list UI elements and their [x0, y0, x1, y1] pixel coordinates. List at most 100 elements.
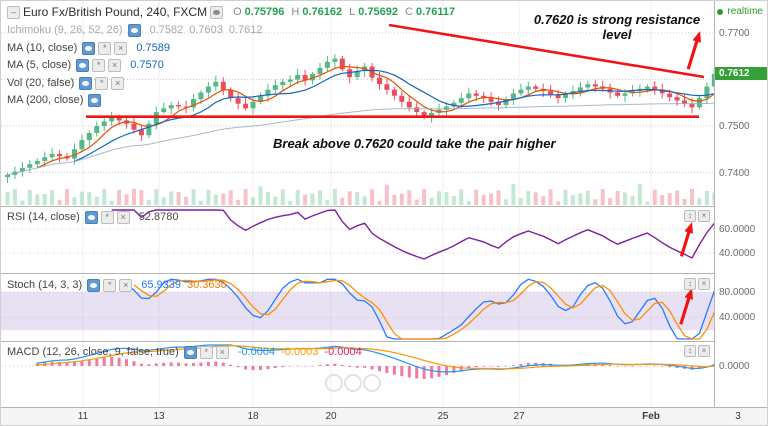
indicator-value: 0.7603 — [189, 24, 223, 36]
move-pane-icon[interactable]: ↕ — [684, 345, 696, 357]
eye-icon[interactable] — [87, 278, 101, 292]
gear-icon[interactable]: * — [92, 58, 106, 72]
time-axis[interactable]: 11 13 18 20 25 27 Feb 3 — [1, 407, 767, 425]
indicator-legend-row: MA (5, close) * × 0.7570 — [7, 58, 164, 72]
close-icon[interactable]: × — [114, 41, 128, 55]
macd-label[interactable]: MACD (12, 26, close, 9, false, true) — [7, 346, 179, 358]
symbol-title-row: – Euro Fx/British Pound, 240, FXCM O 0.75… — [7, 5, 455, 19]
eye-glyph — [85, 45, 93, 51]
macd-axis-label: 0.0000 — [719, 361, 750, 372]
last-price-label: 0.7612 — [715, 66, 767, 80]
indicator-legend-row: MA (200, close) — [7, 93, 104, 107]
close-icon[interactable]: × — [116, 210, 130, 224]
annotation-resistance-note[interactable]: 0.7620 is strong resistance level — [533, 12, 701, 43]
close-icon[interactable]: × — [111, 76, 125, 90]
indicator-label[interactable]: Ichimoku (9, 26, 52, 26) — [7, 24, 123, 36]
eye-icon[interactable] — [210, 5, 224, 19]
indicator-label[interactable]: MA (200, close) — [7, 94, 84, 106]
indicator-values: 0.7589 — [130, 42, 170, 54]
ohlc-label: H — [291, 6, 300, 18]
up-arrow[interactable] — [679, 297, 691, 325]
time-axis-label: Feb — [642, 411, 660, 422]
eye-icon[interactable] — [82, 41, 96, 55]
resistance-trendline[interactable] — [388, 23, 705, 79]
rsi-pane-buttons: ↕ × — [684, 210, 710, 222]
rsi-axis-label: 60.0000 — [719, 224, 756, 235]
eye-icon[interactable] — [84, 210, 98, 224]
ohlc-values: O 0.75796 H 0.76162 L 0.75692 C 0.76117 — [226, 6, 455, 18]
stoch-d-line — [133, 279, 715, 340]
stoch-axis-label: 40.0000 — [719, 312, 756, 324]
indicator-label[interactable]: Vol (20, false) — [7, 77, 75, 89]
stoch-axis-label: 80.0000 — [719, 287, 756, 298]
move-pane-icon[interactable]: ↕ — [684, 278, 696, 290]
eye-glyph — [82, 80, 90, 86]
indicator-label[interactable]: MA (10, close) — [7, 42, 78, 54]
indicator-label[interactable]: MA (5, close) — [7, 59, 72, 71]
up-arrow-head[interactable] — [684, 288, 694, 300]
up-arrow[interactable] — [686, 40, 699, 70]
up-arrow[interactable] — [679, 231, 691, 257]
close-pane-icon[interactable]: × — [698, 345, 710, 357]
collapse-chart-icon[interactable]: – — [7, 5, 20, 19]
indicator-value: 0.7570 — [130, 59, 164, 71]
macd-value: -0.0004 — [324, 346, 362, 358]
rsi-label[interactable]: RSI (14, close) — [7, 211, 80, 223]
trendline-drawings[interactable] — [86, 23, 705, 118]
indicator-value: 0.7589 — [136, 42, 170, 54]
symbol-title[interactable]: Euro Fx/British Pound, 240, FXCM — [23, 5, 208, 19]
close-icon[interactable]: × — [215, 345, 229, 359]
stoch-legend-row: Stoch (14, 3, 3) * × 65.9339 30.3636 — [7, 278, 227, 292]
up-arrow-head[interactable] — [684, 222, 694, 234]
macd-value: -0.0004 — [237, 346, 276, 358]
rsi-line — [111, 209, 715, 260]
eye-glyph — [87, 214, 95, 220]
macd-legend-row: MACD (12, 26, close, 9, false, true) * × -0… — [7, 345, 362, 359]
time-axis-label: 3 — [735, 411, 741, 422]
price-axis-label: 0.7700 — [719, 28, 750, 39]
stoch-value: 30.3636 — [186, 279, 227, 291]
up-arrow-head[interactable] — [692, 31, 702, 43]
gear-icon[interactable]: * — [103, 278, 117, 292]
watermark-circles — [325, 374, 381, 392]
realtime-dot-icon — [717, 8, 724, 15]
eye-icon[interactable] — [127, 23, 141, 37]
macd-pane-buttons: ↕ × — [684, 345, 710, 357]
time-axis-label: 11 — [77, 411, 89, 422]
gear-icon[interactable]: * — [199, 345, 213, 359]
indicator-legend-row: Vol (20, false) * × — [7, 76, 127, 90]
time-axis-label: 27 — [513, 411, 525, 422]
close-pane-icon[interactable]: × — [698, 210, 710, 222]
gear-icon[interactable]: * — [100, 210, 114, 224]
close-icon[interactable]: × — [119, 278, 133, 292]
price-axis[interactable]: 0.7612 60.0000 40.0000 80.0000 40.0000 0.000… — [714, 1, 767, 409]
ohlc-label: L — [349, 6, 356, 18]
ohlc-label: O — [233, 6, 242, 18]
gridlines — [1, 1, 767, 409]
close-icon[interactable]: × — [108, 58, 122, 72]
realtime-indicator: realtime — [717, 6, 763, 17]
stoch-values: 65.9339 30.3636 — [135, 279, 227, 291]
up-arrow-drawings[interactable] — [679, 31, 702, 325]
stoch-label[interactable]: Stoch (14, 3, 3) — [7, 279, 83, 291]
stoch-value: 65.9339 — [141, 279, 181, 291]
move-pane-icon[interactable]: ↕ — [684, 210, 696, 222]
close-pane-icon[interactable]: × — [698, 278, 710, 290]
eye-icon[interactable] — [183, 345, 197, 359]
annotation-breakout-note[interactable]: Break above 0.7620 could take the pair h… — [273, 136, 556, 151]
eye-icon[interactable] — [76, 58, 90, 72]
time-axis-label: 25 — [437, 411, 449, 422]
gear-icon[interactable]: * — [98, 41, 112, 55]
eye-icon[interactable] — [79, 76, 93, 90]
indicator-values: 0.7570 — [124, 59, 164, 71]
gear-icon[interactable]: * — [95, 76, 109, 90]
price-axis-label: 0.7400 — [719, 167, 750, 179]
eye-glyph — [130, 27, 138, 33]
rsi-value: 52.8780 — [138, 211, 179, 223]
macd-signal-line — [37, 344, 715, 370]
time-axis-label: 20 — [325, 411, 337, 422]
eye-icon[interactable] — [88, 93, 102, 107]
realtime-label: realtime — [727, 6, 763, 17]
